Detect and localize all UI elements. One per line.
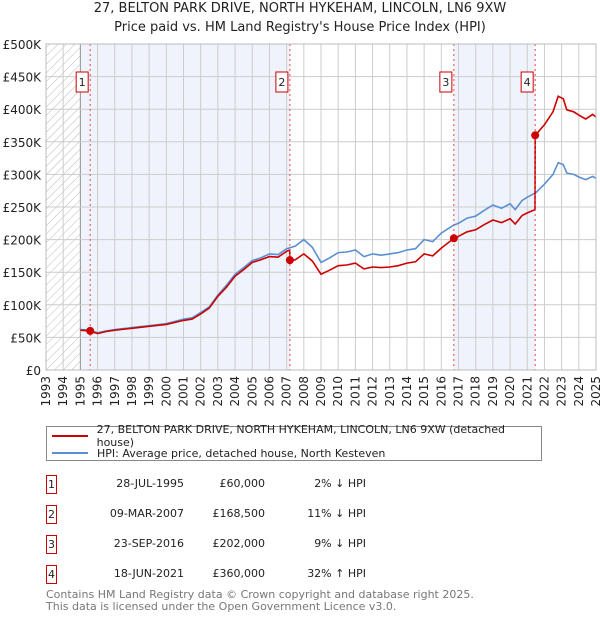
x-tick-label: 1993 — [39, 376, 53, 407]
x-tick-label: 2023 — [555, 376, 569, 407]
x-tick-label: 2024 — [572, 376, 586, 407]
legend-item-hpi: HPI: Average price, detached house, Nort… — [52, 445, 385, 461]
transaction-date: 23-SEP-2016 — [113, 537, 184, 550]
sale-point — [86, 326, 95, 335]
transaction-row: 3 23-SEP-2016 £202,000 9% ↓ HPI — [46, 535, 366, 555]
x-tick-label: 2019 — [486, 376, 500, 407]
chart-legend: 27, BELTON PARK DRIVE, NORTH HYKEHAM, LI… — [46, 423, 542, 461]
transaction-hpi-diff: 2% ↓ HPI — [314, 477, 366, 490]
plot-border — [45, 43, 597, 371]
x-tick-label: 1998 — [125, 376, 139, 407]
property-price-line — [80, 95, 597, 335]
legend-swatch-red — [52, 435, 88, 437]
transaction-date: 09-MAR-2007 — [109, 507, 184, 520]
sale-label-box — [439, 71, 453, 93]
x-tick-label: 2011 — [348, 376, 362, 407]
x-tick-label: 2016 — [434, 376, 448, 407]
y-tick-label: £250K — [3, 201, 43, 215]
x-tick-label: 2018 — [469, 376, 483, 407]
x-tick-label: 1999 — [142, 376, 156, 407]
y-tick-label: £350K — [3, 136, 43, 150]
x-tick-label: 2014 — [400, 376, 414, 407]
y-tick-label: £200K — [3, 234, 43, 248]
x-tick-label: 2000 — [159, 376, 173, 407]
x-tick-label: 1996 — [91, 376, 105, 407]
x-tick-label: 2007 — [280, 376, 294, 407]
x-tick-label: 1994 — [56, 376, 70, 407]
x-tick-label: 2004 — [228, 376, 242, 407]
y-tick-label: £0 — [26, 364, 41, 378]
x-tick-label: 1997 — [108, 376, 122, 407]
x-tick-label: 2009 — [314, 376, 328, 407]
sale-label: 2 — [278, 76, 285, 89]
x-tick-label: 1995 — [73, 376, 87, 407]
transaction-price: £60,000 — [219, 477, 266, 490]
legend-label-property: 27, BELTON PARK DRIVE, NORTH HYKEHAM, LI… — [96, 423, 505, 449]
transaction-row: 4 18-JUN-2021 £360,000 32% ↑ HPI — [46, 565, 366, 585]
x-tick-label: 2020 — [503, 376, 517, 407]
transaction-hpi-diff: 32% ↑ HPI — [307, 567, 366, 580]
transaction-hpi-diff: 11% ↓ HPI — [307, 507, 366, 520]
sale-label-box — [75, 71, 89, 93]
sale-label: 1 — [79, 76, 86, 89]
transaction-marker: 2 — [46, 505, 57, 524]
transaction-price: £202,000 — [212, 537, 266, 550]
x-tick-label: 2025 — [589, 376, 600, 407]
x-tick-label: 2001 — [177, 376, 191, 407]
transaction-price: £168,500 — [212, 507, 266, 520]
sale-point — [285, 256, 294, 265]
y-tick-label: £400K — [3, 103, 43, 117]
transaction-marker: 3 — [46, 535, 57, 554]
legend-swatch-blue — [52, 452, 88, 454]
sale-point — [449, 234, 458, 243]
legend-label-hpi: HPI: Average price, detached house, Nort… — [97, 446, 386, 460]
transaction-marker: 4 — [46, 565, 57, 584]
x-tick-label: 2010 — [331, 376, 345, 407]
x-tick-label: 2022 — [537, 376, 551, 407]
x-tick-label: 2002 — [194, 376, 208, 407]
transaction-row: 2 09-MAR-2007 £168,500 11% ↓ HPI — [46, 505, 366, 525]
x-tick-label: 2013 — [383, 376, 397, 407]
transaction-hpi-diff: 9% ↓ HPI — [314, 537, 366, 550]
sale-label-box — [520, 71, 534, 93]
price-chart: 1 2 3 4 1993 1994 1995 1996 1997 1998 1999 2000 2001… — [3, 38, 600, 407]
y-tick-label: £100K — [3, 299, 43, 313]
footer-copyright: Contains HM Land Registry data © Crown c… — [46, 588, 474, 601]
y-tick-label: £50K — [10, 331, 42, 345]
x-tick-label: 2005 — [245, 376, 259, 407]
chart-title: 27, BELTON PARK DRIVE, NORTH HYKEHAM, LI… — [93, 1, 507, 16]
x-tick-label: 2012 — [366, 376, 380, 407]
sale-label-box — [275, 71, 289, 93]
y-tick-label: £450K — [3, 71, 43, 85]
chart-subtitle: Price paid vs. HM Land Registry's House … — [114, 20, 486, 35]
transaction-price: £360,000 — [212, 567, 266, 580]
x-tick-label: 2015 — [417, 376, 431, 407]
x-tick-label: 2008 — [297, 376, 311, 407]
footer-licence: This data is licensed under the Open Gov… — [46, 600, 397, 613]
sale-label: 4 — [524, 76, 531, 89]
sale-point — [531, 131, 540, 140]
y-tick-label: £300K — [3, 168, 43, 182]
x-tick-label: 2006 — [262, 376, 276, 407]
transaction-marker: 1 — [46, 475, 57, 494]
transaction-date: 18-JUN-2021 — [113, 567, 184, 580]
x-tick-label: 2021 — [520, 376, 534, 407]
y-tick-label: £500K — [3, 38, 43, 52]
sale-label: 3 — [442, 76, 449, 89]
transaction-date: 28-JUL-1995 — [116, 477, 184, 490]
legend-item-property: 27, BELTON PARK DRIVE, NORTH HYKEHAM, LI… — [52, 423, 541, 449]
y-tick-label: £150K — [3, 266, 43, 280]
x-tick-label: 2017 — [452, 376, 466, 407]
x-tick-label: 2003 — [211, 376, 225, 407]
transaction-row: 1 28-JUL-1995 £60,000 2% ↓ HPI — [46, 475, 366, 495]
